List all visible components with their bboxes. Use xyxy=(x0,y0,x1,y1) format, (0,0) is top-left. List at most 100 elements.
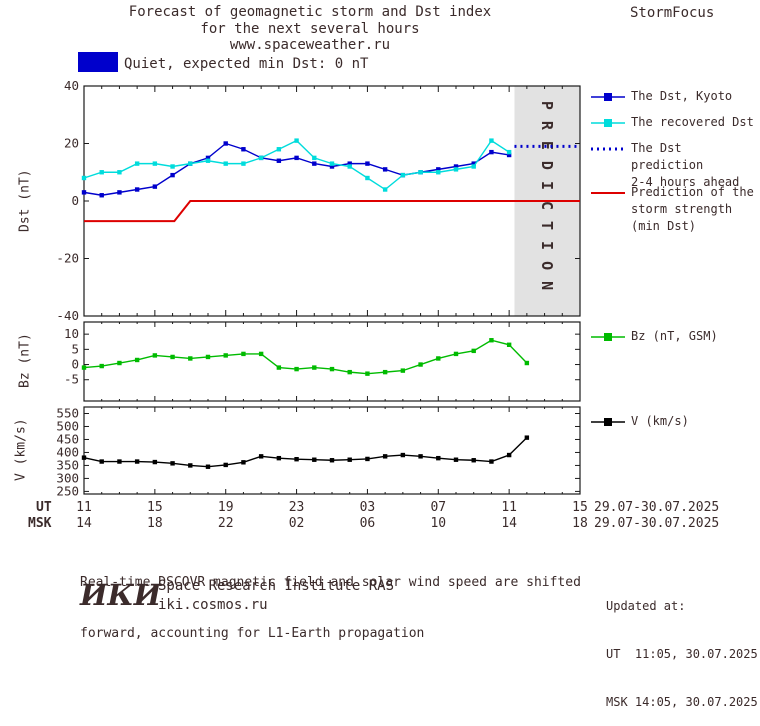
data-point-marker xyxy=(471,348,476,354)
data-point-marker xyxy=(117,459,122,464)
data-point-marker xyxy=(134,161,140,166)
data-point-marker xyxy=(365,161,370,166)
institute-name: Space Research Institute RAS xyxy=(158,578,395,594)
title-block: Forecast of geomagnetic storm and Dst in… xyxy=(60,4,560,54)
updated-at-msk: MSK 14:05, 30.07.2025 xyxy=(606,695,758,709)
data-point-marker xyxy=(205,354,211,360)
recovered-dst-line-sample-icon xyxy=(591,119,625,127)
y-tick-label: 0 xyxy=(71,357,79,372)
legend-label: The Dst, Kyoto xyxy=(631,89,733,103)
legend-label: V (km/s) xyxy=(631,414,689,428)
data-point-marker xyxy=(99,170,104,175)
time-tick-label: 15 xyxy=(572,500,588,515)
data-point-marker xyxy=(436,356,441,361)
time-axis-msk-row: MSK 29.07-30.07.2025 14 18 22 02 06 10 14 18 xyxy=(0,516,760,532)
series-line xyxy=(83,437,528,468)
data-point-marker xyxy=(276,158,282,163)
data-point-marker xyxy=(329,458,335,463)
data-point-marker xyxy=(152,459,158,465)
y-tick-label: 40 xyxy=(64,80,79,93)
data-point-marker xyxy=(223,161,228,166)
data-point-marker xyxy=(365,175,370,181)
y-tick-label: 250 xyxy=(56,483,79,498)
time-tick-label: 07 xyxy=(430,500,447,515)
data-point-marker xyxy=(117,190,122,195)
legend-item-dst-kyoto: The Dst, Kyoto xyxy=(590,88,732,105)
data-point-marker xyxy=(453,457,459,462)
data-point-marker xyxy=(489,138,494,143)
brand-stormfocus: StormFocus xyxy=(630,5,715,21)
institute-site: iki.cosmos.ru xyxy=(158,597,268,613)
data-point-marker xyxy=(170,164,175,169)
series-line xyxy=(83,139,510,191)
page-title: Forecast of geomagnetic storm and Dst in… xyxy=(128,4,492,20)
data-point-marker xyxy=(365,456,370,462)
data-point-marker xyxy=(294,366,299,372)
data-point-marker xyxy=(241,351,246,357)
data-point-marker xyxy=(188,161,193,166)
data-point-marker xyxy=(506,149,512,155)
data-point-marker xyxy=(506,452,512,458)
data-point-marker xyxy=(134,459,140,464)
stormfocus-forecast-page: { "header": { "title_line1": "Forecast o… xyxy=(0,4,760,709)
data-point-marker xyxy=(524,435,530,440)
bz-line-sample-icon xyxy=(591,333,625,341)
propagation-note-line2: forward, accounting for L1-Earth propaga… xyxy=(80,626,425,641)
data-point-marker xyxy=(81,365,87,370)
data-point-marker xyxy=(152,161,158,166)
data-point-marker xyxy=(117,360,122,366)
data-point-marker xyxy=(81,455,87,460)
data-point-marker xyxy=(365,371,370,376)
updated-at-ut: UT 11:05, 30.07.2025 xyxy=(606,647,758,661)
data-point-marker xyxy=(312,155,317,161)
data-point-marker xyxy=(382,369,388,375)
legend-label: storm strength xyxy=(631,202,733,216)
data-point-marker xyxy=(506,152,512,158)
data-point-marker xyxy=(312,457,317,462)
series-line xyxy=(84,200,580,223)
msk-daterange: 29.07-30.07.2025 xyxy=(594,516,720,531)
data-point-marker xyxy=(152,184,158,189)
data-point-marker xyxy=(347,369,352,375)
iki-logo: ИКИ xyxy=(80,578,162,612)
data-point-marker xyxy=(294,155,299,161)
y-tick-label: 20 xyxy=(64,136,79,151)
data-point-marker xyxy=(471,164,476,169)
bz-axis-label: Bz (nT) xyxy=(17,333,33,389)
time-tick-label: 15 xyxy=(147,500,163,515)
time-tick-label: 22 xyxy=(217,516,234,531)
data-point-marker xyxy=(400,172,406,178)
time-tick-label: 03 xyxy=(359,500,376,515)
y-tick-label: 0 xyxy=(71,193,79,208)
dst-kyoto-line-sample-icon xyxy=(591,93,625,101)
y-tick-label: 350 xyxy=(56,457,79,472)
data-point-marker xyxy=(170,461,175,466)
data-point-marker xyxy=(436,167,441,172)
data-point-marker xyxy=(312,365,317,370)
red-storm-line-sample-icon xyxy=(591,192,625,194)
y-tick-label: -5 xyxy=(64,372,79,387)
legend-label: The Dst prediction xyxy=(631,141,704,172)
dst-axis-label: Dst (nT) xyxy=(17,169,33,233)
data-point-marker xyxy=(205,158,211,163)
y-tick-label: 500 xyxy=(56,418,79,433)
legend-item-v: V (km/s) xyxy=(590,413,689,430)
data-point-marker xyxy=(81,190,87,195)
site-url: www.spaceweather.ru xyxy=(229,37,391,53)
time-tick-label: 11 xyxy=(501,500,517,515)
data-point-marker xyxy=(347,164,352,169)
data-point-marker xyxy=(294,457,299,462)
data-point-marker xyxy=(99,193,104,198)
data-point-marker xyxy=(471,161,476,166)
time-axis-ut-row: UT 29.07-30.07.2025 11 15 19 23 03 07 11 15 xyxy=(0,500,760,516)
legend-item-bz: Bz (nT, GSM) xyxy=(590,328,718,345)
data-point-marker xyxy=(276,147,282,152)
data-point-marker xyxy=(436,170,441,175)
data-point-marker xyxy=(453,351,459,357)
data-point-marker xyxy=(152,353,158,358)
v-axis-label: V (km/s) xyxy=(13,418,29,482)
y-tick-label: 300 xyxy=(56,470,79,485)
